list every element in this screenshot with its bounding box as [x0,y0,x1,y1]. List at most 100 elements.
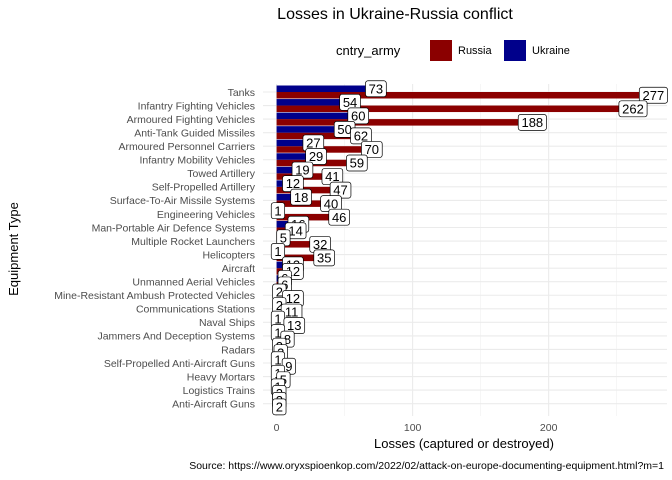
y-tick-label: Infantry Mobility Vehicles [139,155,255,167]
data-label-text: 1 [274,352,281,367]
data-label-box [313,249,335,267]
data-label-text: 1 [274,325,281,340]
data-label-box [350,127,372,145]
legend-label-ukraine: Ukraine [532,45,570,57]
data-label-text: 11 [285,305,299,320]
data-label-russia: 70 [361,141,383,158]
data-label-text: 47 [333,183,347,198]
y-tick-label: Self-Propelled Anti-Aircraft Guns [104,358,255,370]
bar-ukraine [276,85,376,92]
data-label-ukraine: 50 [333,121,356,138]
data-label-box [290,188,312,206]
data-label-text: 32 [313,237,327,252]
data-label-text: 12 [286,176,300,191]
data-label-text: 29 [309,149,323,164]
bar-ukraine [276,193,302,201]
data-label-text: 35 [317,250,331,265]
data-label-text: 54 [343,95,357,110]
source-caption: Source: https://www.oryxspioenkop.com/20… [189,460,664,472]
data-label-box [270,243,286,260]
data-label-ukraine: 1 [270,202,286,220]
legend-swatch-ukraine [504,40,526,61]
y-tick-label: Armoured Fighting Vehicles [127,114,255,126]
data-label-ukraine: 73 [365,80,387,98]
data-label-ukraine: 19 [291,161,314,179]
bars [276,85,654,411]
data-label-russia: 59 [346,154,368,172]
data-label-ukraine: 1 [270,243,286,260]
data-label-ukraine: 60 [347,107,369,125]
data-label-text: 50 [337,122,351,137]
data-label-text: 277 [643,88,665,103]
data-label-box [305,148,327,165]
bar-russia [276,92,654,99]
y-tick-label: Tanks [228,87,255,99]
legend: cntry_army Russia Ukraine [336,40,570,61]
data-label-ukraine: 29 [305,148,327,165]
data-label-russia: 62 [350,127,372,145]
data-label-russia: 41 [321,168,344,185]
data-label-russia: 262 [618,100,648,118]
y-tick-label: Surface-To-Air Missile Systems [110,195,255,207]
y-tick-label: Anti-Tank Guided Missiles [134,127,255,139]
data-label-text: 188 [521,115,543,130]
legend-label-russia: Russia [458,45,493,57]
bar-ukraine [276,166,303,174]
y-tick-label: Unmanned Aerial Vehicles [132,277,255,289]
data-label-box [347,107,369,125]
y-tick-label: Helicopters [202,249,255,261]
y-tick-label: Man-Portable Air Defence Systems [92,222,255,234]
y-tick-label: Armoured Personnel Carriers [118,141,255,153]
data-label-text: 1 [274,203,281,218]
data-label-russia: 2 [272,398,287,416]
data-label-text: 2 [276,400,283,415]
y-tick-label: Infantry Fighting Vehicles [138,100,255,112]
data-label-text: 13 [287,318,301,333]
data-label-box [638,86,668,104]
data-label-text: 27 [306,136,320,151]
data-label-text: 262 [622,101,644,116]
data-label-ukraine: 12 [282,175,304,192]
data-label-text: 46 [332,210,346,225]
bar-ukraine [276,126,345,133]
data-label-text: 40 [324,196,338,211]
data-label-russia: 188 [517,113,547,131]
bar-russia [276,119,533,126]
y-tick-label: Jammers And Deception Systems [97,331,255,343]
data-label-box [361,141,383,158]
data-label-russia: 35 [313,249,335,267]
data-label-box [270,202,286,220]
chart-title: Losses in Ukraine-Russia conflict [277,6,513,23]
data-label-text: 12 [286,291,300,306]
data-label-russia: 47 [329,181,352,199]
data-label-text: 60 [351,108,365,123]
data-label-russia: 32 [309,235,331,253]
data-label-russia: 12 [282,290,304,307]
data-label-text: 8 [284,332,291,347]
data-label-text: 9 [285,359,292,374]
data-label-text: 19 [295,163,309,178]
data-label-text: 73 [369,81,383,96]
bar-ukraine [276,139,314,147]
y-tick-label: Self-Propelled Artillery [152,182,256,194]
y-axis-label: Equipment Type [6,202,21,296]
data-label-box [272,398,287,416]
y-tick-label: Anti-Aircraft Guns [172,398,255,410]
data-label-box [517,113,547,131]
y-tick-label: Naval Ships [199,317,255,329]
y-tick-label: Heavy Mortars [187,371,255,383]
y-tick-label: Towed Artillery [187,168,255,180]
y-tick-label: Multiple Rocket Launchers [131,236,255,248]
bar-ukraine [276,112,359,120]
data-label-text: 14 [288,223,302,238]
bar-russia [276,105,633,113]
data-label-text: 2 [276,298,283,313]
y-tick-label: Mine-Resistant Ambush Protected Vehicles [54,290,255,302]
legend-title: cntry_army [336,43,401,58]
y-tick-label: Radars [221,344,255,356]
data-label-text: 2 [276,285,283,300]
data-label-text: 18 [294,190,308,205]
bar-ukraine [276,99,351,106]
